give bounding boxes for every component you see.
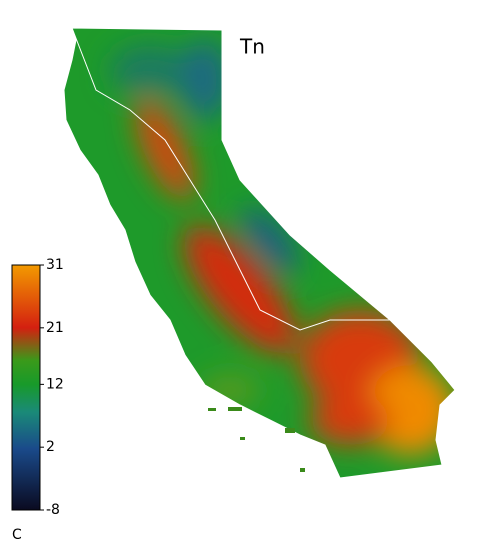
islands [208, 407, 305, 472]
colorbar-tick-label: 12 [46, 376, 64, 392]
state-outline [63, 27, 456, 479]
colorbar-tick-label: 31 [46, 257, 64, 273]
colorbar [11, 264, 41, 511]
map-title: Tn [239, 35, 265, 59]
colorbar-tick-label: 21 [46, 320, 64, 336]
colorbar-unit: C [12, 527, 22, 543]
colorbar-tick-label: 2 [46, 439, 55, 455]
colorbar-tick-label: -8 [46, 502, 60, 518]
